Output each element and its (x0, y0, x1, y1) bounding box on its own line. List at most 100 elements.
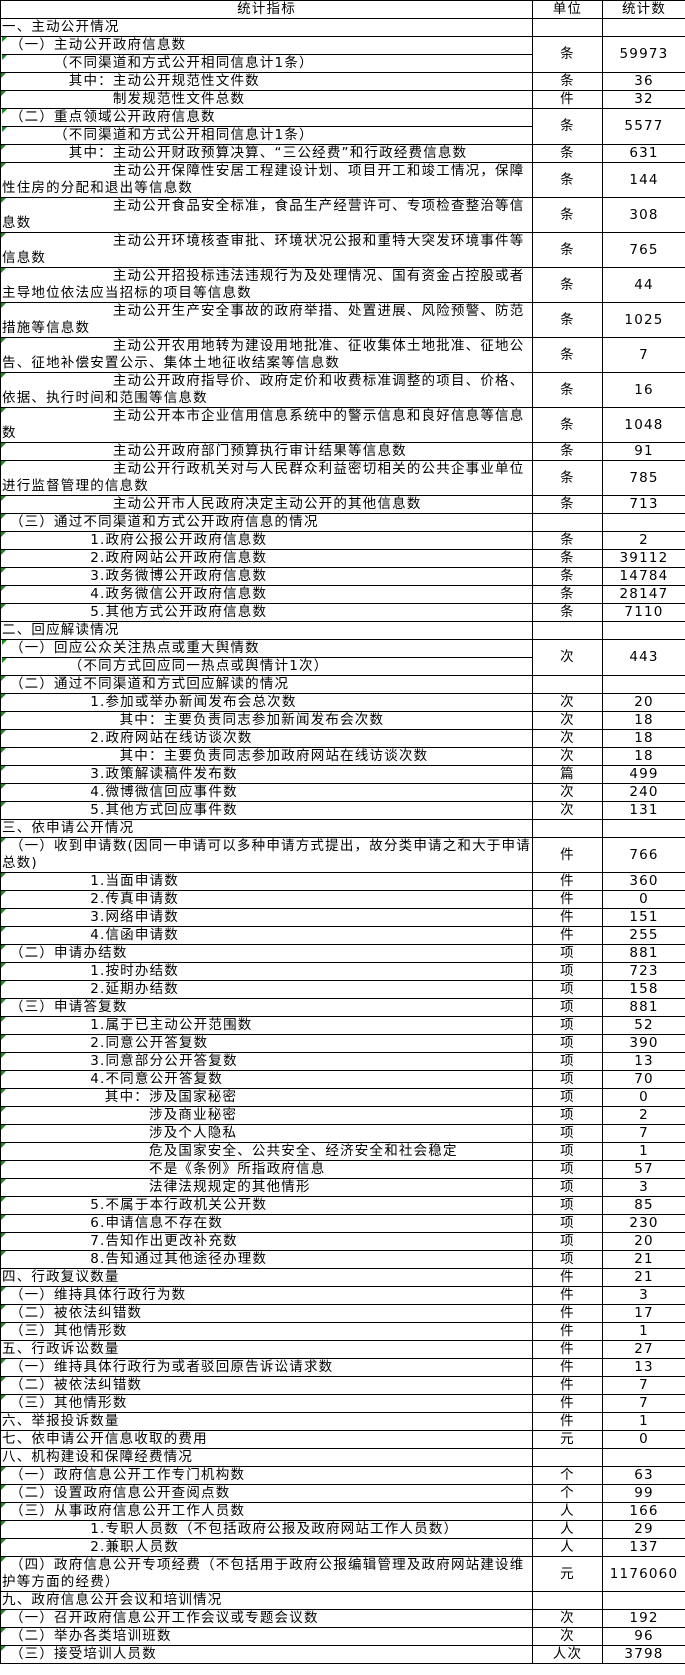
table-row: 3.同意部分公开答复数项 13 (0, 1052, 685, 1071)
unit-cell: 件 (532, 1376, 603, 1395)
indicator-cell: 主动公开招投标违法违规行为及处理情况、国有资金占控股或者主导地位依法应当招标的项… (0, 267, 533, 303)
table-header-row: 统计指标 单位 统计数 (0, 0, 685, 19)
count-cell: 39112 (602, 549, 685, 568)
indicator-cell: 2.延期办结数 (0, 980, 533, 999)
unit-cell: 项 (532, 1124, 603, 1143)
count-cell: 0 (602, 1088, 685, 1107)
count-cell: 166 (602, 1502, 685, 1521)
unit-cell: 人次 (532, 1645, 603, 1664)
section-row: 四、行政复议数量件 21 (0, 1268, 685, 1287)
unit-cell: 个 (532, 1466, 603, 1485)
indicator-cell: （三）申请答复数 (0, 998, 533, 1017)
table-row: （二）重点领域公开政府信息数 （不同渠道和方式公开相同信息计1条）条 5577 (0, 108, 685, 145)
table-row: 1.按时办结数项 723 (0, 962, 685, 981)
count-cell (602, 621, 685, 640)
count-cell: 3798 (602, 1645, 685, 1664)
table-row: 主动公开市人民政府决定主动公开的其他信息数条 713 (0, 495, 685, 514)
unit-cell (532, 675, 603, 694)
indicator-cell: 六、举报投诉数量 (0, 1412, 533, 1431)
table-row: 其中：主动公开财政预算决算、“三公经费”和行政经费信息数条 631 (0, 144, 685, 163)
count-cell: 785 (602, 460, 685, 496)
indicator-cell: 主动公开生产安全事故的政府举措、处置进展、风险预警、防范措施等信息数 (0, 302, 533, 338)
count-cell: 5577 (602, 108, 685, 145)
count-cell: 99 (602, 1484, 685, 1503)
unit-cell (532, 513, 603, 532)
unit-cell: 人 (532, 1502, 603, 1521)
count-cell: 0 (602, 1430, 685, 1449)
unit-cell: 条 (532, 549, 603, 568)
section-row: 八、机构建设和保障经费情况 (0, 1448, 685, 1467)
table-row: 5.不属于本行政机关公开数项 85 (0, 1196, 685, 1215)
table-row: （一）回应公众关注热点或重大舆情数 （不同方式回应同一热点或舆情计1次）次 443 (0, 639, 685, 676)
unit-cell (532, 1591, 603, 1610)
count-cell: 14784 (602, 567, 685, 586)
table-row: 主动公开政府部门预算执行审计结果等信息数条 91 (0, 442, 685, 461)
indicator-cell: （一）维持具体行政行为数 (0, 1286, 533, 1305)
indicator-cell: （一）回应公众关注热点或重大舆情数 （不同方式回应同一热点或舆情计1次） (0, 639, 533, 676)
indicator-note: （不同渠道和方式公开相同信息计1条） (2, 126, 532, 144)
unit-cell: 件 (532, 837, 603, 873)
table-row: 4.不同意公开答复数项 70 (0, 1070, 685, 1089)
section-row: 一、主动公开情况 (0, 18, 685, 37)
header-unit: 单位 (532, 0, 603, 19)
count-cell: 0 (602, 890, 685, 909)
unit-cell: 次 (532, 747, 603, 766)
indicator-cell: （三）通过不同渠道和方式公开政府信息的情况 (0, 513, 533, 532)
unit-cell: 次 (532, 1609, 603, 1628)
table-row: 涉及个人隐私项 7 (0, 1124, 685, 1143)
unit-cell: 项 (532, 1106, 603, 1125)
count-cell: 1176060 (602, 1556, 685, 1592)
count-cell: 59973 (602, 36, 685, 73)
count-cell: 20 (602, 1232, 685, 1251)
count-cell: 7 (602, 1124, 685, 1143)
indicator-cell: 其中：主要负责同志参加新闻发布会次数 (0, 711, 533, 730)
count-cell: 3 (602, 1286, 685, 1305)
table-row: 8.告知通过其他途径办理数项 21 (0, 1250, 685, 1269)
table-row: 6.申请信息不存在数项 230 (0, 1214, 685, 1233)
table-row: 5.其他方式回应事件数次 131 (0, 801, 685, 820)
indicator-cell: 3.网络申请数 (0, 908, 533, 927)
count-cell: 28147 (602, 585, 685, 604)
unit-cell: 件 (532, 1268, 603, 1287)
table-row: （一）主动公开政府信息数 （不同渠道和方式公开相同信息计1条）条 59973 (0, 36, 685, 73)
table-row: 5.其他方式公开政府信息数条 7110 (0, 603, 685, 622)
indicator-cell: （一）维持具体行政行为或者驳回原告诉讼请求数 (0, 1358, 533, 1377)
table-row: 其中：主要负责同志参加政府网站在线访谈次数次 18 (0, 747, 685, 766)
unit-cell: 件 (532, 1322, 603, 1341)
table-row: （二）通过不同渠道和方式回应解读的情况 (0, 675, 685, 694)
unit-cell (532, 18, 603, 37)
unit-cell: 件 (532, 1412, 603, 1431)
indicator-cell: 2.政府网站在线访谈次数 (0, 729, 533, 748)
count-cell: 308 (602, 197, 685, 233)
unit-cell: 件 (532, 1394, 603, 1413)
unit-cell: 项 (532, 998, 603, 1017)
table-row: 2.传真申请数件 0 (0, 890, 685, 909)
table-row: 1.专职人员数（不包括政府公报及政府网站工作人员数）人 29 (0, 1520, 685, 1539)
indicator-cell: （二）申请办结数 (0, 944, 533, 963)
count-cell: 96 (602, 1627, 685, 1646)
indicator-cell: 涉及商业秘密 (0, 1106, 533, 1125)
section-row: 七、依申请公开信息收取的费用元 0 (0, 1430, 685, 1449)
table-row: 1.属于已主动公开范围数项 52 (0, 1016, 685, 1035)
indicator-cell: 4.信函申请数 (0, 926, 533, 945)
indicator-cell: 5.不属于本行政机关公开数 (0, 1196, 533, 1215)
unit-cell: 件 (532, 1358, 603, 1377)
count-cell: 499 (602, 765, 685, 784)
table-row: 主动公开环境核查审批、环境状况公报和重特大突发环境事件等信息数条 765 (0, 232, 685, 268)
count-cell (602, 18, 685, 37)
unit-cell: 项 (532, 1250, 603, 1269)
indicator-cell: 3.同意部分公开答复数 (0, 1052, 533, 1071)
indicator-cell: （一）政府信息公开工作专门机构数 (0, 1466, 533, 1485)
count-cell: 18 (602, 711, 685, 730)
table-row: 2.兼职人员数人 137 (0, 1538, 685, 1557)
unit-cell: 项 (532, 1196, 603, 1215)
table-row: （一）维持具体行政行为或者驳回原告诉讼请求数件 13 (0, 1358, 685, 1377)
unit-cell: 元 (532, 1430, 603, 1449)
header-count: 统计数 (602, 0, 685, 19)
table-row: 3.政务微博公开政府信息数条 14784 (0, 567, 685, 586)
indicator-cell: 二、回应解读情况 (0, 621, 533, 640)
table-row: 法律法规规定的其他情形项 3 (0, 1178, 685, 1197)
section-row: 六、举报投诉数量件 1 (0, 1412, 685, 1431)
unit-cell: 件 (532, 1304, 603, 1323)
unit-cell: 条 (532, 460, 603, 496)
